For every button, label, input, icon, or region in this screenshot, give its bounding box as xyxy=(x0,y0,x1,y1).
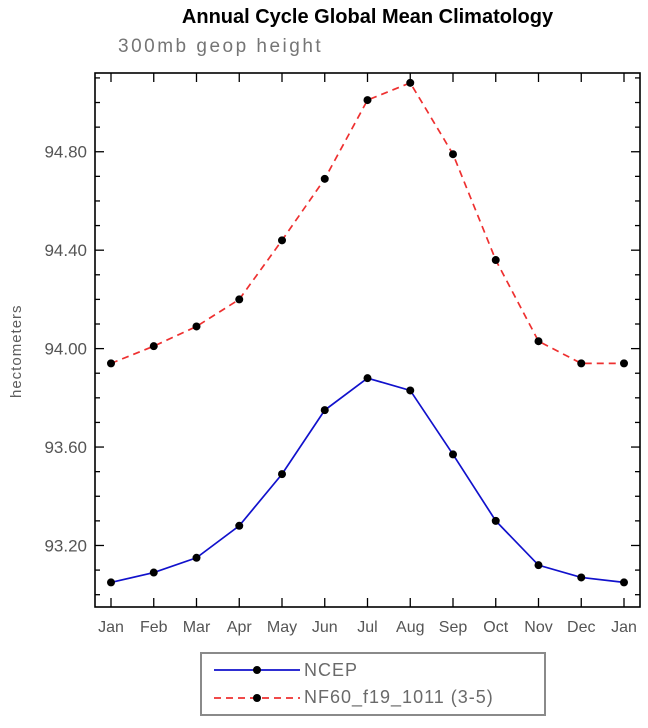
svg-text:Sep: Sep xyxy=(439,619,468,636)
plot-area: 93.20 93.60 94.00 94.40 94.80 Jan Feb Mar Apr May… xyxy=(44,72,641,636)
svg-text:Jun: Jun xyxy=(312,619,338,636)
chart-subtitle: 300mb geop height xyxy=(118,36,324,57)
series-line-0 xyxy=(110,377,625,584)
legend-label-1: NF60_f19_1011 (3-5) xyxy=(304,687,494,708)
svg-text:Nov: Nov xyxy=(524,619,552,636)
svg-text:Feb: Feb xyxy=(140,619,168,636)
svg-text:Dec: Dec xyxy=(567,619,595,636)
y-tick-labels: 93.20 93.60 94.00 94.40 94.80 xyxy=(44,143,87,556)
svg-text:Apr: Apr xyxy=(227,619,253,636)
svg-text:Jan: Jan xyxy=(98,619,124,636)
axis-ticks xyxy=(95,73,640,607)
series-line-1 xyxy=(110,81,624,365)
legend-box: NCEP NF60_f19_1011 (3-5) xyxy=(200,652,546,716)
svg-text:Jan: Jan xyxy=(611,619,637,636)
legend-label-0: NCEP xyxy=(304,659,359,680)
plot-frame xyxy=(94,72,641,608)
legend-item-0: NCEP xyxy=(212,659,544,681)
svg-text:93.60: 93.60 xyxy=(44,438,87,457)
svg-text:May: May xyxy=(267,619,297,636)
svg-text:Mar: Mar xyxy=(183,619,211,636)
svg-text:Aug: Aug xyxy=(396,619,424,636)
series-markers-0 xyxy=(107,374,628,587)
legend-line-sample-0 xyxy=(214,666,300,675)
svg-text:94.40: 94.40 xyxy=(44,241,87,260)
series-markers-1 xyxy=(107,78,628,368)
legend-item-1: NF60_f19_1011 (3-5) xyxy=(212,687,544,709)
svg-text:Oct: Oct xyxy=(483,619,508,636)
legend-line-sample-1 xyxy=(214,693,300,702)
svg-text:94.00: 94.00 xyxy=(44,340,87,359)
chart-title: Annual Cycle Global Mean Climatology xyxy=(181,6,554,28)
svg-text:94.80: 94.80 xyxy=(44,143,87,162)
svg-text:93.20: 93.20 xyxy=(44,536,87,555)
svg-text:Jul: Jul xyxy=(357,619,377,636)
x-tick-labels: Jan Feb Mar Apr May Jun Jul Aug Sep Oct Nov Dec Jan xyxy=(98,619,637,636)
